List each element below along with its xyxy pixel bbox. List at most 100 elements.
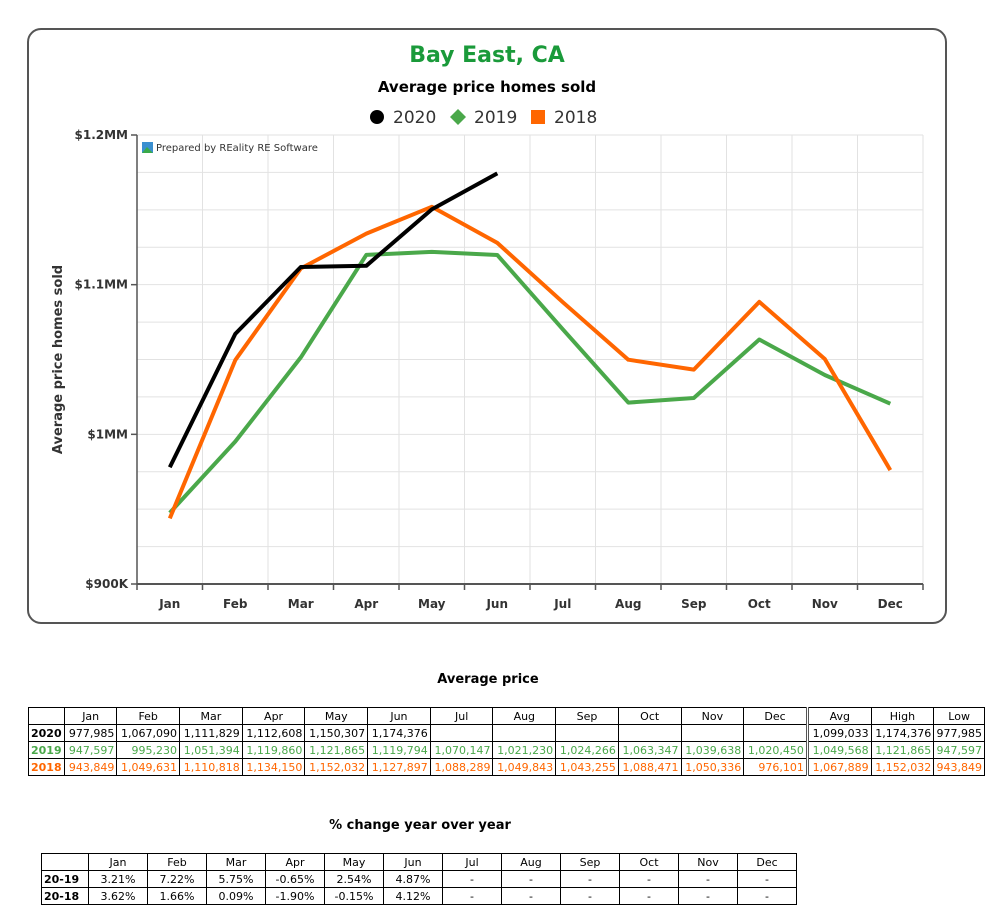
y-axis-label: Average price homes sold [51, 265, 66, 454]
avg-row-2018: 2018 943,849 1,049,631 1,110,818 1,134,150 1,… [28, 758, 985, 776]
pct-row-label: 20-19 [41, 870, 89, 888]
x-tick-label-oct: Oct [748, 597, 771, 611]
watermark-text: Prepared by REality RE Software [156, 143, 318, 154]
avg-stat-cell: 1,067,889 [805, 758, 872, 776]
chart-frame [27, 28, 947, 624]
y-tick-label: $900K [85, 577, 128, 591]
avg-cell: 1,119,794 [367, 741, 431, 759]
pct-header-aug: Aug [501, 853, 561, 871]
avg-header-jul: Jul [429, 707, 494, 725]
pct-cell: - [737, 887, 797, 905]
pct-cell: - [501, 870, 561, 888]
series-line-2019 [168, 249, 892, 515]
pct-header-may: May [324, 853, 384, 871]
avg-header-nov: Nov [680, 707, 745, 725]
avg-header-high: High [870, 707, 935, 725]
pct-header-sep: Sep [560, 853, 620, 871]
avg-cell: 1,174,376 [367, 724, 431, 742]
pct-cell: 5.75% [206, 870, 266, 888]
pct-cell: - [560, 887, 620, 905]
line-chart: Bay East, CA Average price homes sold 2020… [51, 43, 924, 611]
y-tick-label: $1MM [87, 427, 128, 441]
pct-cell: -1.90% [265, 887, 325, 905]
pct-header-apr: Apr [265, 853, 325, 871]
avg-cell: 1,051,394 [179, 741, 243, 759]
pct-cell: 0.09% [206, 887, 266, 905]
avg-cell: 943,849 [63, 758, 118, 776]
pct-cell: 4.87% [383, 870, 443, 888]
x-tick-label-jul: Jul [553, 597, 571, 611]
pct-cell: -0.65% [265, 870, 325, 888]
y-tick-label: $1.1MM [75, 278, 129, 292]
x-tick-label-mar: Mar [288, 597, 314, 611]
pct-header-jan: Jan [88, 853, 148, 871]
x-tick-label-may: May [418, 597, 446, 611]
y-tick-label: $1.2MM [75, 128, 129, 142]
pct-cell: -0.15% [324, 887, 384, 905]
avg-cell [555, 724, 619, 742]
avg-cell: 1,110,818 [179, 758, 243, 776]
pct-cell: 4.12% [383, 887, 443, 905]
avg-header-dec: Dec [743, 707, 808, 725]
avg-stat-cell: 1,121,865 [870, 741, 935, 759]
avg-cell [617, 724, 682, 742]
avg-cell: 1,134,150 [241, 758, 306, 776]
pct-cell: - [442, 887, 502, 905]
pct-change-title: % change year over year [329, 818, 511, 833]
watermark-logo-mark [142, 147, 153, 153]
avg-cell: 1,088,471 [617, 758, 682, 776]
chart-title: Bay East, CA [409, 43, 565, 68]
pct-row-20-19: 20-19 3.21% 7.22% 5.75% -0.65% 2.54% 4.87% - - - -… [41, 870, 797, 888]
pct-cell: 7.22% [147, 870, 207, 888]
avg-cell: 1,088,289 [429, 758, 494, 776]
x-tick-label-aug: Aug [615, 597, 641, 611]
pct-row-label: 20-18 [41, 887, 89, 905]
avg-header-feb: Feb [116, 707, 181, 725]
pct-cell: - [678, 870, 738, 888]
avg-header-apr: Apr [241, 707, 306, 725]
avg-cell: 1,067,090 [116, 724, 181, 742]
avg-cell: 1,024,266 [555, 741, 619, 759]
x-tick-label-sep: Sep [681, 597, 707, 611]
avg-cell [492, 724, 557, 742]
pct-cell: - [560, 870, 620, 888]
avg-cell: 995,230 [116, 741, 181, 759]
legend-marker-2020 [370, 110, 384, 124]
avg-header-aug: Aug [492, 707, 557, 725]
avg-cell: 1,049,631 [116, 758, 181, 776]
avg-cell: 1,020,450 [743, 741, 808, 759]
avg-cell [429, 724, 494, 742]
avg-cell: 1,127,897 [367, 758, 431, 776]
avg-header-jun: Jun [367, 707, 431, 725]
avg-header-mar: Mar [179, 707, 243, 725]
avg-cell: 1,021,230 [492, 741, 557, 759]
legend-label-2020: 2020 [393, 108, 436, 128]
avg-header-avg: Avg [805, 707, 872, 725]
avg-cell: 1,150,307 [304, 724, 369, 742]
pct-header-jun: Jun [383, 853, 443, 871]
avg-cell: 1,111,829 [179, 724, 243, 742]
avg-cell: 976,101 [743, 758, 808, 776]
avg-table-header-row: Jan Feb Mar Apr May Jun Jul Aug Sep Oct Nov Dec Avg H… [28, 707, 985, 725]
avg-cell: 1,043,255 [555, 758, 619, 776]
avg-header-low: Low [933, 707, 985, 725]
avg-header-sep: Sep [555, 707, 619, 725]
average-price-table: Jan Feb Mar Apr May Jun Jul Aug Sep Oct Nov Dec Avg H… [28, 707, 985, 776]
avg-row-year: 2019 [28, 741, 65, 759]
pct-cell: 2.54% [324, 870, 384, 888]
pct-cell: - [501, 887, 561, 905]
avg-stat-cell: 1,049,568 [805, 741, 872, 759]
pct-row-20-18: 20-18 3.62% 1.66% 0.09% -1.90% -0.15% 4.12% - - -… [41, 887, 797, 905]
x-tick-label-jan: Jan [158, 597, 180, 611]
avg-cell [743, 724, 808, 742]
pct-table-header-row: Jan Feb Mar Apr May Jun Jul Aug Sep Oct Nov Dec [41, 853, 797, 871]
avg-cell: 1,121,865 [304, 741, 369, 759]
pct-cell: - [737, 870, 797, 888]
pct-header-feb: Feb [147, 853, 207, 871]
pct-cell: 1.66% [147, 887, 207, 905]
x-tick-label-nov: Nov [812, 597, 838, 611]
avg-cell: 1,063,347 [617, 741, 682, 759]
avg-cell: 1,112,608 [241, 724, 306, 742]
pct-cell: - [442, 870, 502, 888]
avg-stat-cell: 1,152,032 [870, 758, 935, 776]
